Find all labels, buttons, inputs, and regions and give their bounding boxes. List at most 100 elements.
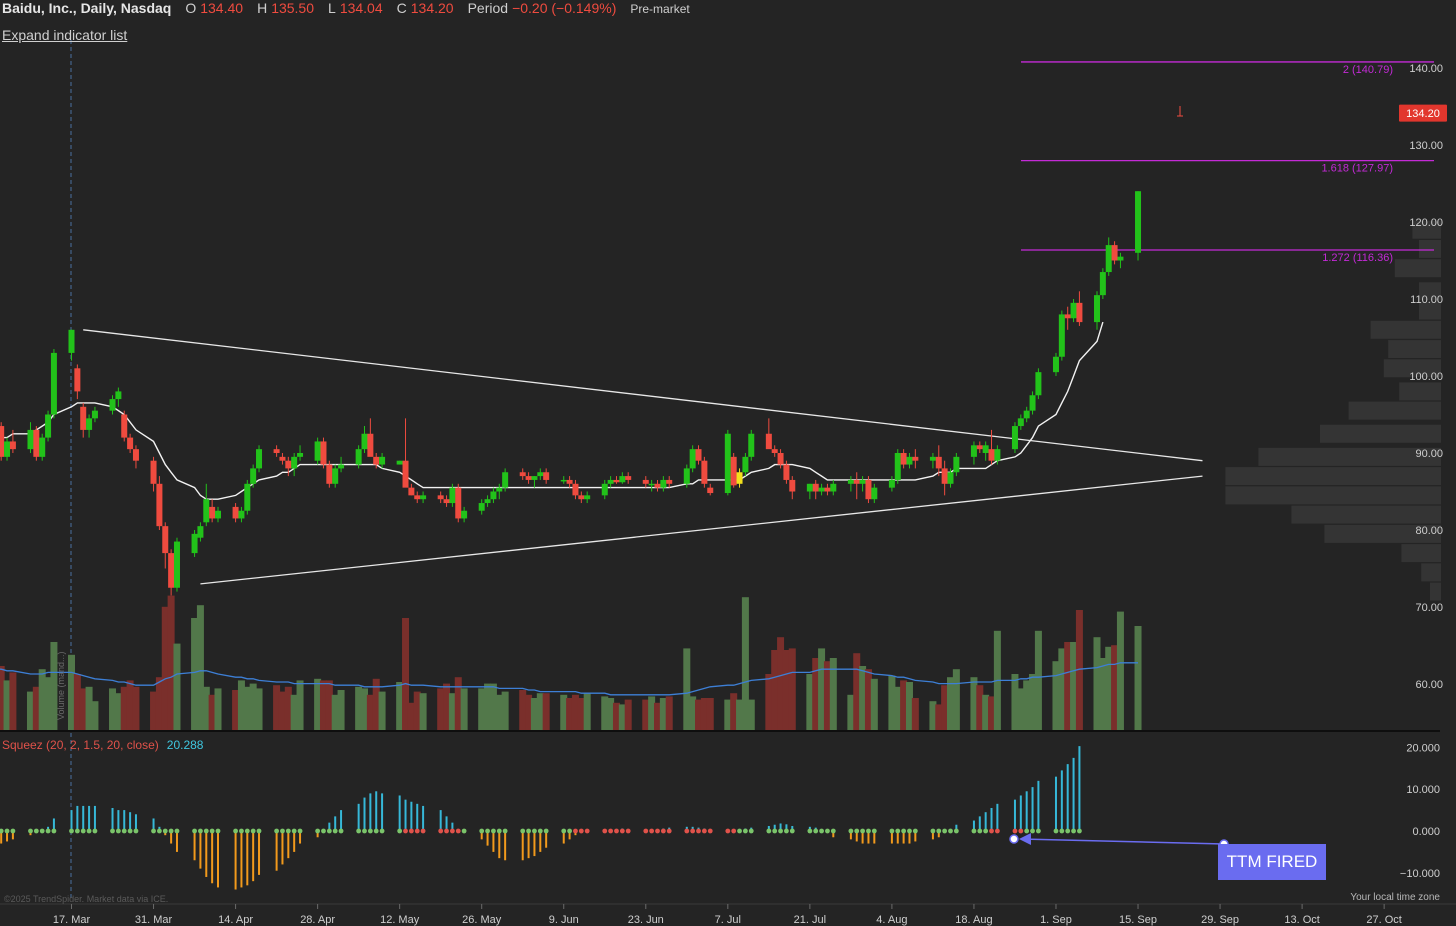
x-tick-label: 4. Aug <box>876 914 907 926</box>
candle-body <box>707 487 714 494</box>
candle-body <box>314 441 321 461</box>
volume-bar <box>571 694 579 730</box>
squeeze-dot <box>807 828 813 834</box>
x-tick-label: 17. Mar <box>53 914 91 926</box>
squeeze-y-tick-label: −10.000 <box>1400 868 1440 880</box>
candle-body <box>613 479 620 483</box>
candle-body <box>109 399 116 411</box>
candle-body <box>970 445 977 457</box>
volume-bar <box>478 688 486 730</box>
squeeze-dot <box>1065 828 1071 834</box>
candle-body <box>191 533 198 554</box>
squeeze-legend[interactable]: Squeez (20, 2, 1.5, 20, close) 20.288 <box>2 738 203 752</box>
volume-bar <box>900 680 908 730</box>
squeeze-dot <box>778 828 783 834</box>
volume-bar <box>1029 674 1037 730</box>
volume-bar <box>583 693 591 730</box>
candle-body <box>619 476 626 483</box>
candle-body <box>572 483 579 496</box>
candle-body <box>859 479 866 484</box>
x-tick-label: 9. Jun <box>549 914 579 926</box>
volume-bar <box>372 678 380 730</box>
candle-body <box>783 464 790 480</box>
squeeze-dot <box>1024 828 1030 834</box>
squeeze-dot <box>743 828 748 834</box>
squeeze-dot <box>789 828 795 834</box>
candle-body <box>537 472 544 477</box>
volume-bar <box>296 680 304 730</box>
squeeze-dot <box>479 828 485 834</box>
volume-bar <box>806 674 814 730</box>
candle-body <box>402 460 409 488</box>
candle-body <box>156 483 163 527</box>
fib-level-label: 2 (140.79) <box>1343 64 1393 76</box>
candle-body <box>1064 314 1071 319</box>
expand-indicator-link[interactable]: Expand indicator list <box>2 27 128 43</box>
candle-body <box>871 487 878 500</box>
candle-body <box>91 410 98 419</box>
volume-bar <box>894 686 902 730</box>
squeeze-dot <box>573 828 578 834</box>
volume-bar <box>736 699 744 730</box>
volume-bar <box>607 698 615 730</box>
volume-bar <box>155 677 163 730</box>
squeeze-dot <box>772 828 778 834</box>
candle-body <box>1117 256 1124 261</box>
volume-bar <box>659 698 667 730</box>
ttm-fired-annotation[interactable]: TTM FIRED <box>1218 844 1326 880</box>
squeeze-dot <box>983 828 989 834</box>
volume-bar <box>249 683 257 730</box>
squeeze-dot <box>567 828 572 834</box>
volume-bar <box>864 669 872 730</box>
volume-bar <box>905 682 913 730</box>
squeeze-dot <box>942 828 948 834</box>
candle-body <box>0 426 5 457</box>
candle-body <box>625 476 632 480</box>
squeeze-dot <box>414 828 420 834</box>
volume-bar <box>683 648 691 730</box>
squeeze-dot <box>256 828 262 834</box>
squeeze-dot <box>438 828 444 834</box>
candle-body <box>408 487 415 496</box>
x-tick-label: 28. Apr <box>300 914 335 926</box>
volume-profile-bar <box>1419 239 1441 258</box>
candle-body <box>1094 295 1100 323</box>
volume-bar <box>1105 646 1113 730</box>
volume-bar <box>319 680 327 730</box>
volume-bar <box>150 691 158 730</box>
volume-bar <box>941 685 949 730</box>
candle-body <box>1023 410 1030 419</box>
volume-bar <box>812 658 820 730</box>
squeeze-dot <box>1036 828 1041 834</box>
volume-bar <box>167 595 175 730</box>
squeeze-dot <box>537 828 543 834</box>
candle-body <box>338 464 345 469</box>
candle-body <box>748 433 755 457</box>
volume-bar <box>566 698 574 730</box>
volume-profile-bar <box>1324 524 1441 543</box>
volume-bar <box>38 669 46 730</box>
squeeze-dot <box>274 828 279 834</box>
volume-bar <box>73 674 81 730</box>
volume-bar <box>665 696 673 730</box>
candle-body <box>1070 302 1077 319</box>
candle-body <box>443 499 450 504</box>
squeeze-dot <box>707 828 713 834</box>
volume-profile-bar <box>1394 259 1441 278</box>
squeeze-dot <box>403 828 408 834</box>
squeeze-dot <box>367 828 373 834</box>
annotation-arrowhead <box>1018 833 1031 845</box>
volume-bar <box>1064 642 1072 730</box>
squeeze-dot <box>1071 828 1076 834</box>
volume-bar <box>26 691 34 730</box>
volume-bar <box>618 704 626 730</box>
squeeze-dot <box>854 828 860 834</box>
candle-body <box>654 483 661 488</box>
timezone-label[interactable]: Your local time zone <box>1350 892 1440 903</box>
candle-body <box>173 541 180 588</box>
squeeze-dot <box>192 828 197 834</box>
volume-bar <box>79 688 87 730</box>
candle-body <box>238 510 245 519</box>
y-tick-label: 140.00 <box>1409 63 1443 75</box>
